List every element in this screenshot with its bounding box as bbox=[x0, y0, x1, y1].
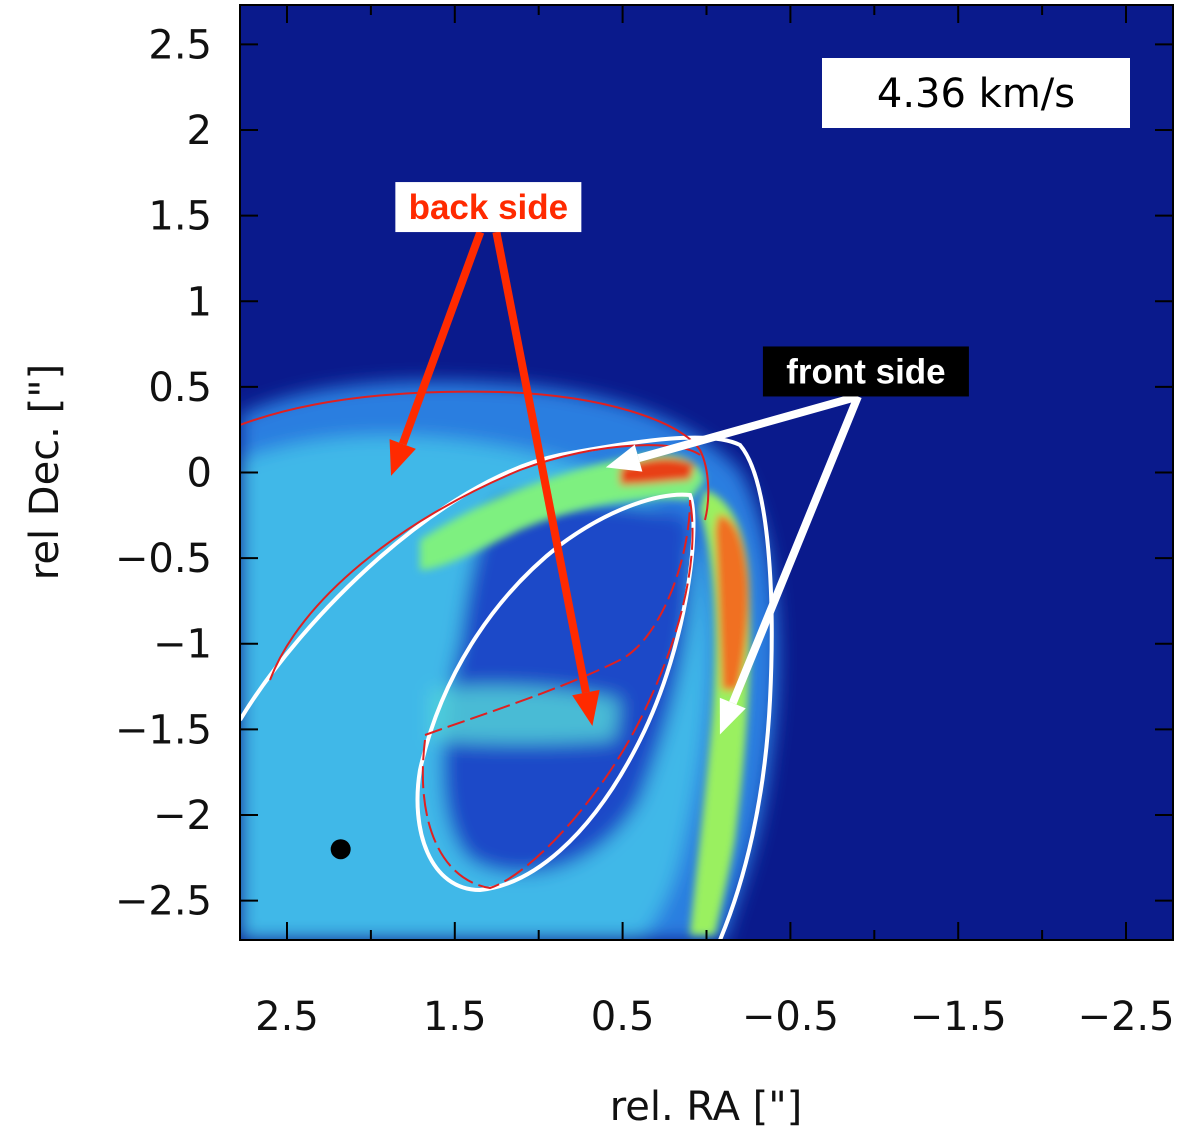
axis-ticks bbox=[240, 5, 1173, 940]
back-side-label: back side bbox=[409, 188, 569, 227]
y-tick-label: −0.5 bbox=[115, 536, 212, 582]
x-tick-label: 1.5 bbox=[423, 994, 487, 1040]
annotation-arrow-shaft bbox=[637, 392, 859, 463]
front-side-label: front side bbox=[786, 352, 945, 391]
annotation-arrow-head bbox=[389, 439, 416, 476]
x-axis-title: rel. RA ["] bbox=[610, 1084, 803, 1130]
x-tick-label: −2.5 bbox=[1077, 994, 1174, 1040]
emission-map bbox=[240, 381, 778, 940]
y-tick-label: −1 bbox=[153, 622, 212, 668]
annotations: back side front side bbox=[389, 182, 969, 735]
annotation-arrow-head bbox=[719, 697, 746, 735]
annotation-arrow-head bbox=[605, 444, 643, 472]
beam-marker bbox=[330, 839, 351, 860]
outer-white-ellipse bbox=[240, 435, 774, 940]
y-tick-label: −2 bbox=[153, 793, 212, 839]
annotation-box bbox=[395, 182, 582, 233]
annotation-arrow-shaft bbox=[729, 394, 862, 705]
x-axis-tick-labels: 2.5 1.5 0.5 −0.5 −1.5 −2.5 bbox=[255, 994, 1174, 1040]
red-back-curve bbox=[424, 499, 691, 736]
velocity-label: 4.36 km/s bbox=[877, 71, 1075, 117]
y-tick-label: 2.5 bbox=[148, 22, 212, 68]
red-inner-curve bbox=[421, 499, 694, 890]
plot-area bbox=[240, 5, 1173, 940]
annotation-arrow-shaft bbox=[398, 230, 485, 446]
annotation-box bbox=[762, 346, 969, 397]
hot-spot-right bbox=[715, 515, 749, 690]
x-tick-label: −1.5 bbox=[910, 994, 1007, 1040]
y-axis-tick-labels: 2.5 2 1.5 1 0.5 0 −0.5 −1 −1.5 −2 −2.5 bbox=[115, 22, 212, 924]
y-tick-label: 0.5 bbox=[148, 365, 212, 411]
red-front-curve bbox=[269, 444, 701, 681]
x-tick-label: −0.5 bbox=[742, 994, 839, 1040]
red-outer-curve bbox=[240, 390, 710, 521]
y-tick-label: 1.5 bbox=[148, 194, 212, 240]
y-tick-label: 0 bbox=[187, 451, 212, 497]
velocity-label-box: 4.36 km/s bbox=[822, 58, 1130, 128]
y-axis-title: rel Dec. ["] bbox=[22, 364, 68, 580]
annotation-arrow-shaft bbox=[492, 231, 590, 694]
x-tick-label: 2.5 bbox=[255, 994, 319, 1040]
y-tick-label: −2.5 bbox=[115, 879, 212, 925]
y-tick-label: 1 bbox=[187, 279, 212, 325]
x-tick-label: 0.5 bbox=[591, 994, 655, 1040]
y-tick-label: 2 bbox=[187, 108, 212, 154]
markers bbox=[330, 839, 351, 860]
y-tick-label: −1.5 bbox=[115, 707, 212, 753]
cavity bbox=[442, 500, 693, 874]
lower-arm bbox=[430, 685, 620, 744]
annotation-arrow-head bbox=[572, 689, 600, 726]
model-ellipses-red bbox=[240, 390, 710, 890]
